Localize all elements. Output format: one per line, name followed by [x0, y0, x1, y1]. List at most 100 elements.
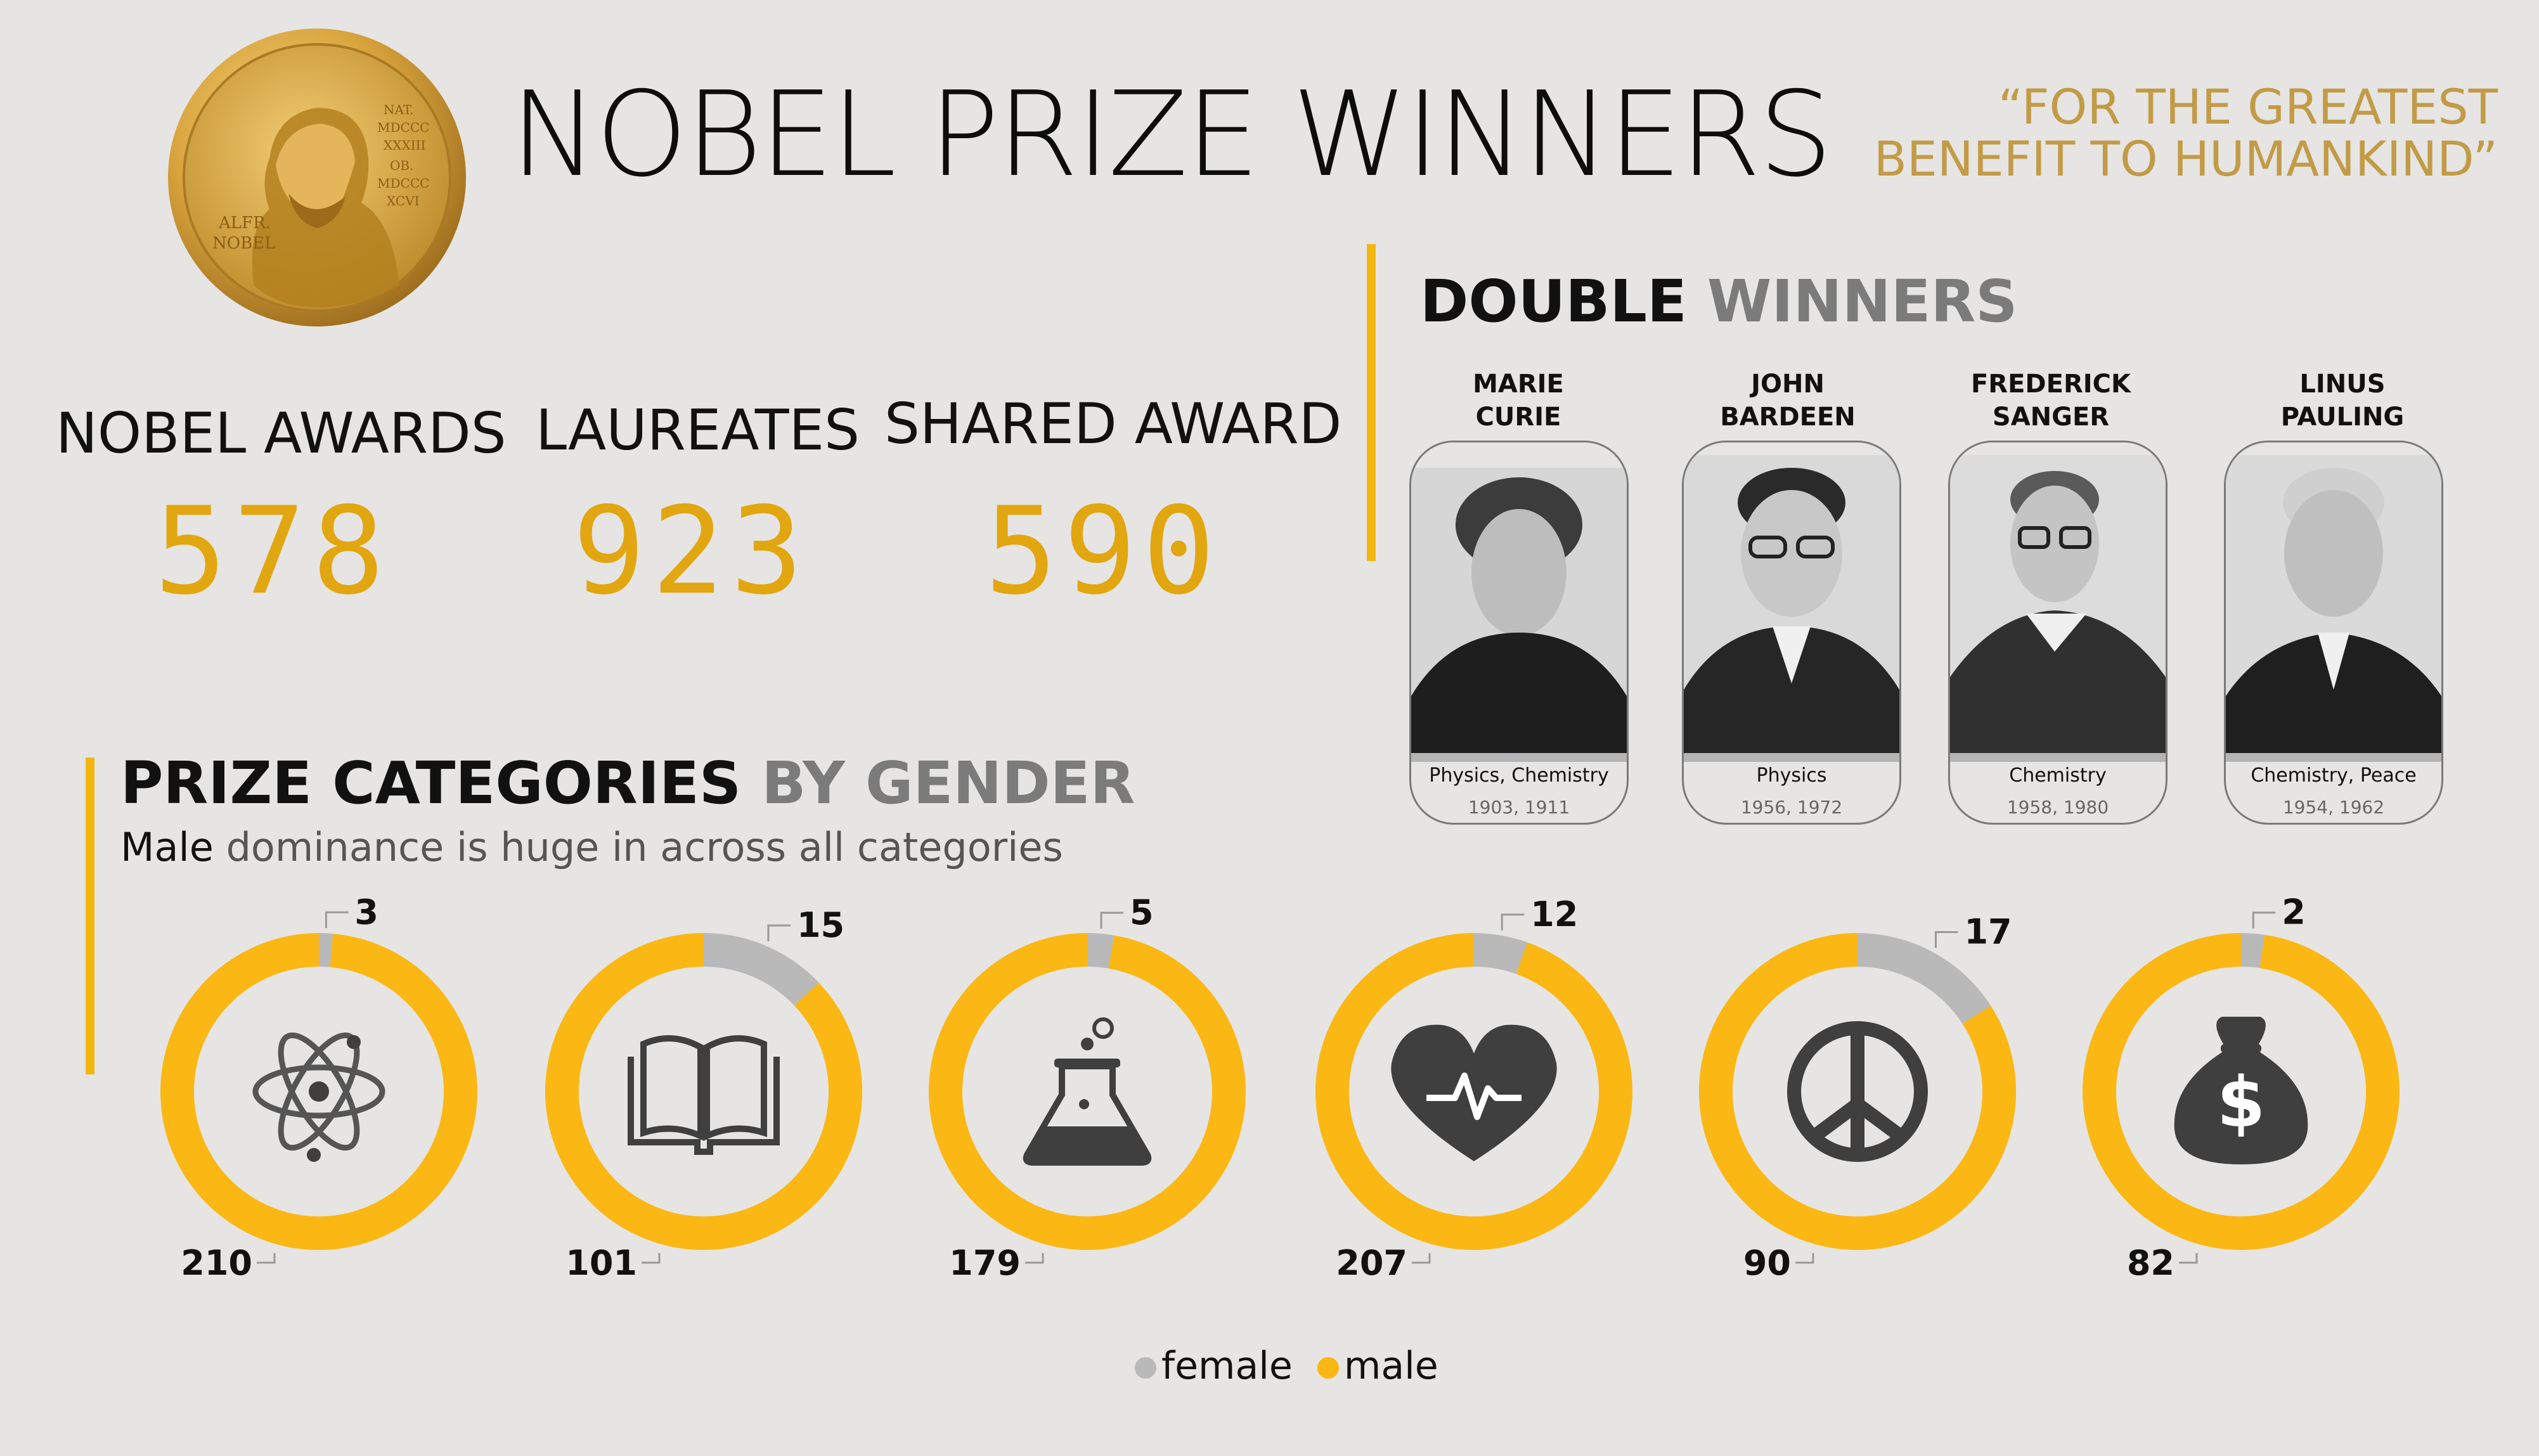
male-leader-line — [642, 1253, 661, 1264]
male-leader-line — [1795, 1253, 1814, 1264]
female-leader-line — [1501, 913, 1525, 931]
male-leader-line — [1025, 1253, 1044, 1264]
legend-swatch-male — [1317, 1357, 1339, 1379]
donut-chart: 12 207 — [1315, 894, 1632, 1283]
winner-years: 1903, 1911 — [1468, 797, 1570, 818]
female-slice — [318, 933, 333, 967]
winner-name: LINUS PAULING — [2228, 368, 2457, 434]
peace-icon — [1787, 1021, 1928, 1162]
portrait-icon — [1684, 442, 1899, 753]
heading-dark-part: PRIZE CATEGORIES — [120, 749, 742, 817]
female-leader-line — [1100, 912, 1123, 929]
female-value-label: 15 — [797, 905, 844, 945]
male-value-label: 179 — [949, 1243, 1021, 1283]
winner-years: 1956, 1972 — [1740, 797, 1843, 818]
female-slice — [1473, 933, 1528, 974]
svg-text:XXXIII: XXXIII — [384, 138, 425, 153]
flask-icon — [1023, 1017, 1152, 1166]
female-leader-line — [1934, 931, 1958, 948]
stat-value-shared: 590 — [985, 481, 1222, 621]
male-value-label: 207 — [1336, 1243, 1407, 1283]
stat-value-laureates: 923 — [572, 481, 810, 621]
female-slice — [1857, 933, 1991, 1024]
male-slice — [1315, 933, 1632, 1250]
winner-name: FREDERICK SANGER — [1937, 368, 2165, 434]
winner-field: Physics — [1756, 764, 1827, 787]
male-slice — [2083, 933, 2400, 1250]
female-value-label: 5 — [1130, 892, 1154, 932]
female-leader-line — [325, 911, 349, 929]
motto-quote: “FOR THE GREATEST BENEFIT TO HUMANKIND” — [1873, 79, 2498, 188]
winner-last-name: SANGER — [1992, 403, 2110, 432]
portrait-icon — [2226, 442, 2441, 753]
heading-grey-part: BY GENDER — [761, 749, 1135, 817]
male-slice — [929, 933, 1246, 1250]
male-value-label: 82 — [2127, 1243, 2174, 1283]
nobel-medal-icon: ALFR. NOBEL NAT. MDCCC XXXIII OB. MDCCC … — [168, 29, 466, 326]
male-leader-line — [1412, 1253, 1431, 1264]
male-value-label: 101 — [565, 1243, 637, 1283]
accent-bar — [1367, 244, 1376, 561]
winner-field: Physics, Chemistry — [1429, 764, 1609, 787]
male-value-label: 210 — [181, 1243, 252, 1283]
female-value-label: 3 — [354, 892, 378, 932]
male-slice — [545, 933, 862, 1250]
donut-chart: 3 210 — [160, 892, 477, 1283]
stat-value-awards: 578 — [154, 481, 391, 621]
winner-last-name: CURIE — [1475, 403, 1561, 432]
female-slice — [1087, 933, 1114, 969]
heart-pulse-icon — [1391, 1024, 1557, 1161]
winner-first-name: JOHN — [1751, 370, 1825, 399]
categories-heading: PRIZE CATEGORIES BY GENDER — [120, 754, 1135, 813]
legend-swatch-female — [1135, 1357, 1156, 1379]
accent-bar — [86, 757, 94, 1074]
winner-first-name: MARIE — [1473, 370, 1564, 399]
winner-card: Chemistry 1958, 1980 — [1948, 441, 2168, 825]
winner-card: Physics, Chemistry 1903, 1911 — [1409, 441, 1629, 825]
portrait-icon — [1411, 442, 1627, 753]
subtitle-strong: Male — [120, 824, 214, 870]
female-leader-line — [2252, 912, 2276, 929]
stat-label-awards: NOBEL AWARDS — [56, 401, 507, 466]
female-slice — [703, 933, 819, 1006]
atom-icon — [252, 1032, 385, 1162]
stat-label-laureates: LAUREATES — [536, 397, 860, 463]
page-title: NOBEL PRIZE WINNERS — [510, 66, 1833, 203]
winner-first-name: LINUS — [2299, 370, 2386, 399]
male-leader-line — [2179, 1253, 2198, 1264]
svg-text:XCVI: XCVI — [387, 193, 420, 209]
categories-subtitle: Male dominance is huge in across all cat… — [120, 824, 1063, 870]
portrait-icon — [1950, 442, 2166, 753]
subtitle-rest: dominance is huge in across all categori… — [213, 824, 1063, 870]
svg-text:ALFR.: ALFR. — [218, 214, 271, 233]
book-icon — [628, 1035, 780, 1155]
winner-years: 1954, 1962 — [2282, 797, 2385, 818]
male-slice — [160, 933, 477, 1250]
chart-legend: female male — [1135, 1344, 1438, 1388]
svg-text:$: $ — [2217, 1062, 2266, 1143]
svg-text:MDCCC: MDCCC — [377, 120, 429, 135]
female-value-label: 2 — [2282, 892, 2306, 932]
winner-card: Chemistry, Peace 1954, 1962 — [2224, 441, 2443, 825]
winner-years: 1958, 1980 — [2006, 797, 2109, 818]
stat-label-shared: SHARED AWARD — [884, 391, 1342, 456]
winner-name: MARIE CURIE — [1404, 368, 1632, 434]
male-leader-line — [257, 1253, 276, 1264]
donut-chart: 5 179 — [929, 892, 1246, 1283]
double-winners-heading: DOUBLE WINNERS — [1420, 273, 2018, 331]
heading-grey-part: WINNERS — [1707, 267, 2018, 335]
svg-text:NAT.: NAT. — [384, 102, 414, 117]
female-value-label: 12 — [1530, 894, 1578, 934]
winner-field: Chemistry, Peace — [2251, 764, 2417, 787]
svg-text:NOBEL: NOBEL — [212, 234, 275, 253]
female-slice — [2240, 933, 2265, 969]
winner-last-name: BARDEEN — [1720, 403, 1856, 432]
winner-name: JOHN BARDEEN — [1674, 368, 1902, 434]
heading-dark-part: DOUBLE — [1420, 267, 1687, 335]
money-bag-icon: $ — [2174, 1017, 2308, 1164]
donut-chart: 15 101 — [545, 905, 862, 1283]
winner-last-name: PAULING — [2280, 403, 2405, 432]
winner-field: Chemistry — [2009, 764, 2107, 787]
